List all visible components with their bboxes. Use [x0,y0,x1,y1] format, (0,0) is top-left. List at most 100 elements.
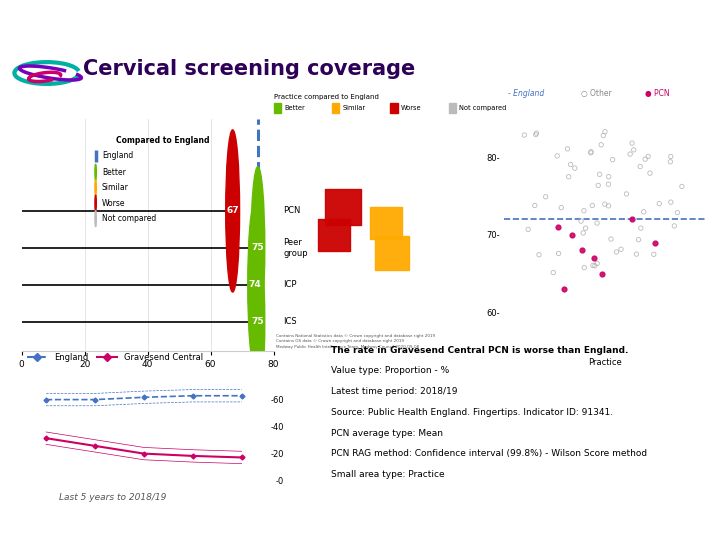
Point [529,201,541,210]
Point [585,148,597,157]
Text: Worse: Worse [401,105,422,111]
Point [552,152,563,160]
Text: 75: 75 [251,244,264,252]
Point [633,235,644,244]
Text: Contains National Statistics data © Crown copyright and database right 2019
Cont: Contains National Statistics data © Crow… [276,334,435,349]
Point [669,221,680,230]
Point [631,250,642,259]
Circle shape [95,164,96,180]
Text: Better: Better [284,105,305,111]
Point [578,206,590,215]
Point [595,140,607,149]
Point [603,201,614,210]
Text: Last 5 years to 2018/19: Last 5 years to 2018/19 [58,493,166,502]
Legend: England, Gravesend Central: England, Gravesend Central [23,350,207,366]
Circle shape [95,211,96,227]
Point [626,215,637,224]
Text: 29: 29 [9,10,24,20]
Point [523,225,534,234]
Text: Practice: Practice [588,358,621,367]
Point [553,249,564,258]
Point [589,261,600,270]
Point [578,264,590,272]
Text: 74: 74 [248,280,261,289]
Text: 67: 67 [226,206,239,215]
Point [603,180,614,188]
Point [665,158,676,166]
Text: Value type: Proportion - %: Value type: Proportion - % [331,366,449,375]
Text: PCN average type: Mean: PCN average type: Mean [331,429,444,438]
Point [598,131,609,140]
Point [676,182,688,191]
Point [547,268,559,277]
Point [531,129,542,137]
Point [603,172,614,181]
Point [562,145,573,153]
Point [558,285,570,293]
Point [624,150,636,158]
Point [588,261,599,270]
Point [644,169,656,178]
Text: ICP: ICP [283,280,297,289]
Text: Small area type: Practice: Small area type: Practice [331,470,445,480]
Text: ● PCN: ● PCN [645,89,670,98]
Point [580,224,591,233]
Point [576,246,588,255]
Point [672,208,683,217]
Point [616,245,627,254]
Point [591,259,603,268]
Text: England: England [102,151,133,160]
Point [648,250,660,259]
Point [588,254,599,262]
Point [635,224,647,233]
Text: ○ Other: ○ Other [580,89,611,98]
Point [665,198,677,206]
Text: Similar: Similar [102,183,129,192]
Text: PCN RAG method: Confidence interval (99.8%) - Wilson Score method: PCN RAG method: Confidence interval (99.… [331,449,647,458]
Point [628,146,639,154]
Text: Not compared: Not compared [102,214,156,223]
Point [649,238,661,247]
Text: Better: Better [102,168,126,177]
Circle shape [251,167,265,329]
Point [634,162,646,171]
Point [607,156,618,164]
Point [665,152,677,161]
Point [337,202,348,211]
Circle shape [251,240,265,403]
Text: Similar: Similar [343,105,366,111]
Point [599,127,611,136]
Text: 75: 75 [251,317,264,326]
Point [638,207,649,216]
Text: ICS: ICS [283,317,297,326]
Text: Cervical screening coverage: Cervical screening coverage [83,59,415,79]
Point [556,204,567,212]
Point [606,235,617,244]
FancyBboxPatch shape [274,103,282,113]
Point [621,190,632,198]
Point [639,155,651,164]
Point [563,172,575,181]
Point [387,249,398,258]
Point [569,164,580,172]
Point [530,130,541,139]
Point [654,199,665,208]
Point [599,200,611,208]
Text: Not compared: Not compared [459,105,507,111]
Circle shape [248,204,261,366]
Point [577,228,589,237]
Point [626,139,638,147]
FancyBboxPatch shape [332,103,340,113]
Circle shape [95,195,96,211]
Point [642,152,654,161]
FancyBboxPatch shape [390,103,397,113]
Point [593,181,604,190]
Point [585,147,597,156]
Text: Latest time period: 2018/19: Latest time period: 2018/19 [331,387,458,396]
Point [328,231,340,239]
Point [540,192,552,201]
Text: Compared to England: Compared to England [116,136,210,145]
Point [518,131,530,139]
Point [575,217,587,225]
Point [594,170,606,179]
